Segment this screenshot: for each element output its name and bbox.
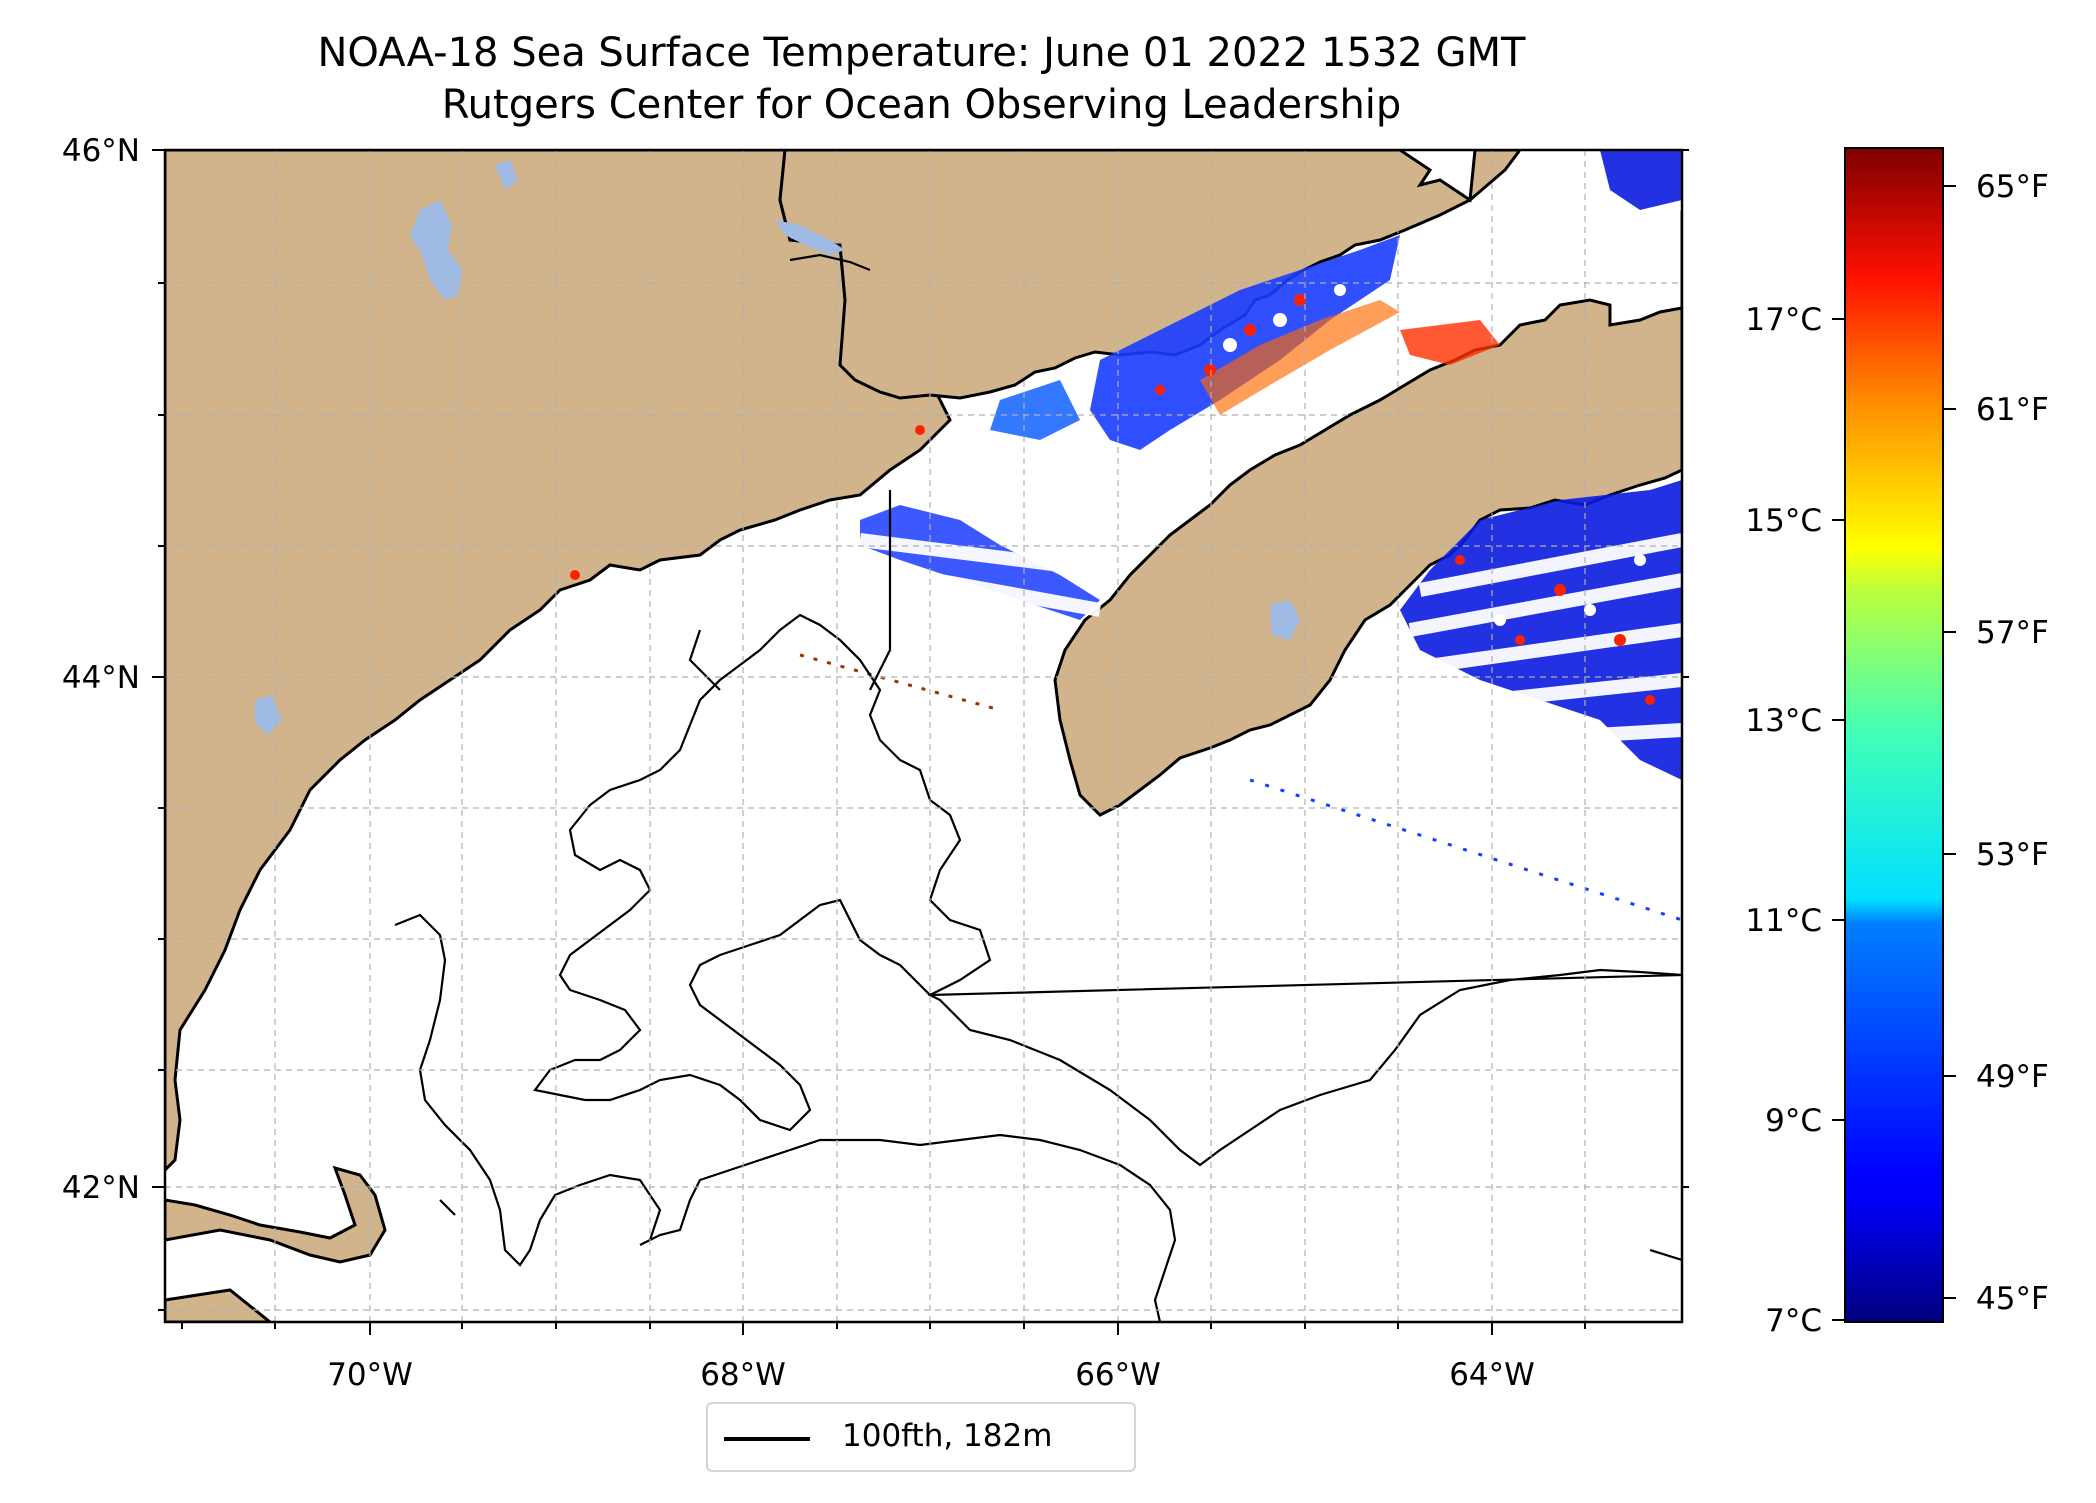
map-frame	[163, 148, 1684, 1324]
map-title: NOAA-18 Sea Surface Temperature: June 01…	[317, 30, 1526, 76]
cbar-tick-57f: 57°F	[1976, 615, 2049, 651]
land-cape-cod	[165, 1165, 387, 1264]
contour-legend: 100fth, 182m	[706, 1402, 1136, 1472]
colorbar	[1844, 147, 1944, 1323]
lon-tick-64w: 64°W	[1449, 1357, 1535, 1393]
lat-tick-46n: 46°N	[62, 133, 140, 169]
legend-line-swatch	[724, 1437, 810, 1441]
lon-tick-70w: 70°W	[327, 1357, 413, 1393]
cbar-tick-9c: 9°C	[1765, 1103, 1822, 1139]
cbar-tick-45f: 45°F	[1976, 1281, 2049, 1317]
cbar-tick-53f: 53°F	[1976, 837, 2049, 873]
lon-tick-marks	[181, 1322, 1586, 1335]
lon-tick-68w: 68°W	[700, 1357, 786, 1393]
cbar-tick-17c: 17°C	[1745, 302, 1822, 338]
sst-data-patches	[570, 150, 1682, 922]
lat-tick-marks	[152, 149, 1689, 1311]
cbar-tick-49f: 49°F	[1976, 1059, 2049, 1095]
cbar-tick-61f: 61°F	[1976, 392, 2049, 428]
colorbar-ticks-c	[1832, 318, 1845, 1321]
legend-label: 100fth, 182m	[842, 1418, 1053, 1454]
cbar-tick-15c: 15°C	[1745, 503, 1822, 539]
lake-moosehead	[410, 200, 462, 300]
lon-tick-66w: 66°W	[1075, 1357, 1161, 1393]
lat-tick-44n: 44°N	[62, 660, 140, 696]
colorbar-ticks-f	[1943, 185, 1956, 1299]
cbar-tick-7c: 7°C	[1765, 1303, 1822, 1339]
map-area	[165, 150, 1682, 1322]
map-subtitle: Rutgers Center for Ocean Observing Leade…	[441, 82, 1402, 128]
map-gridlines	[165, 150, 1682, 1322]
cbar-tick-13c: 13°C	[1745, 703, 1822, 739]
cbar-tick-65f: 65°F	[1976, 169, 2049, 205]
cbar-tick-11c: 11°C	[1745, 903, 1822, 939]
contour-100fth	[394, 253, 1682, 1322]
lat-tick-42n: 42°N	[62, 1170, 140, 1206]
